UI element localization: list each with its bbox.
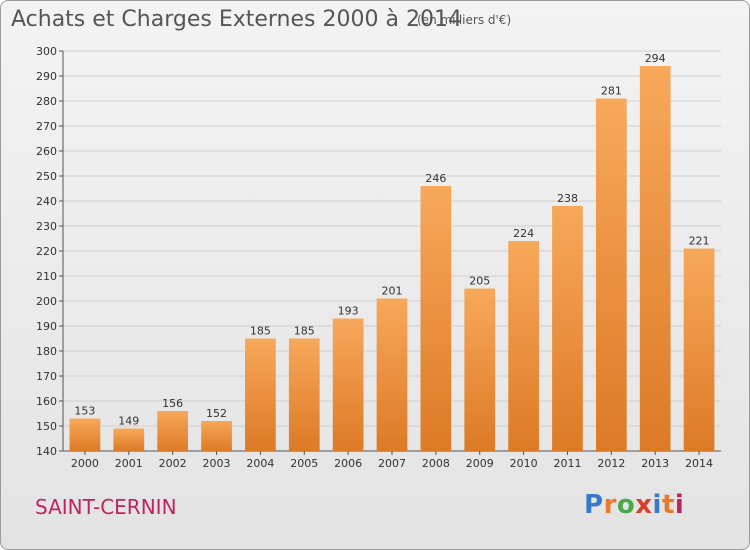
bar-2004 xyxy=(245,338,276,451)
bar-2013 xyxy=(639,66,671,451)
value-label: 238 xyxy=(557,192,578,205)
x-tick-label: 2009 xyxy=(466,457,494,470)
y-tick-label: 240 xyxy=(36,195,57,208)
bar-2011 xyxy=(552,206,583,451)
y-tick-label: 290 xyxy=(36,70,57,83)
x-tick-label: 2005 xyxy=(290,457,318,470)
bar-2014 xyxy=(683,248,715,451)
value-label: 156 xyxy=(162,397,183,410)
y-axis-ticks: 140 150 160 170 180 190 200 210 220 230 240 250 260 2… xyxy=(36,45,63,458)
bar-2012 xyxy=(595,98,627,451)
bar-2009 xyxy=(464,288,496,451)
y-tick-label: 230 xyxy=(36,220,57,233)
x-tick-label: 2011 xyxy=(553,457,581,470)
bar-2006 xyxy=(332,318,364,451)
x-tick-label: 2014 xyxy=(685,457,713,470)
logo-letter: t xyxy=(661,490,675,520)
x-tick-label: 2003 xyxy=(203,457,231,470)
x-tick-label: 2013 xyxy=(641,457,669,470)
value-label: 152 xyxy=(206,407,227,420)
y-tick-label: 300 xyxy=(36,45,57,58)
y-tick-label: 190 xyxy=(36,320,57,333)
proxiti-logo: Proxiti xyxy=(584,490,684,520)
bar-2008 xyxy=(420,186,452,451)
x-axis-ticks: 2000 2001 2002 2003 2004 2005 2006 2007 2008 2009… xyxy=(71,451,713,470)
value-label: 185 xyxy=(250,325,271,338)
y-tick-label: 200 xyxy=(36,295,57,308)
value-label: 246 xyxy=(425,172,446,185)
logo-letter: x xyxy=(635,490,653,520)
value-label: 185 xyxy=(294,325,315,338)
y-tick-label: 180 xyxy=(36,345,57,358)
y-tick-label: 150 xyxy=(36,420,57,433)
y-tick-label: 160 xyxy=(36,395,57,408)
bar-2010 xyxy=(508,241,539,451)
x-tick-label: 2000 xyxy=(71,457,99,470)
chart-subtitle: (en milliers d'€) xyxy=(417,13,512,27)
chart-title: Achats et Charges Externes 2000 à 2014 xyxy=(11,7,462,32)
logo-letter: i xyxy=(674,490,685,520)
y-tick-label: 260 xyxy=(36,145,57,158)
logo-letter: o xyxy=(616,490,636,520)
bar-2000 xyxy=(69,418,101,451)
logo-letter: r xyxy=(603,490,617,520)
value-label: 149 xyxy=(118,415,139,428)
value-labels: 153 149 156 152 185 185 193 201 246 205 224 238 281 2… xyxy=(74,52,709,428)
x-tick-label: 2012 xyxy=(597,457,625,470)
commune-name: SAINT-CERNIN xyxy=(35,495,177,519)
logo-letter: P xyxy=(584,490,604,520)
y-tick-label: 250 xyxy=(36,170,57,183)
x-tick-label: 2007 xyxy=(378,457,406,470)
bar-2001 xyxy=(113,428,145,451)
x-tick-label: 2002 xyxy=(159,457,187,470)
y-tick-label: 210 xyxy=(36,270,57,283)
bar-2007 xyxy=(376,298,408,451)
value-label: 224 xyxy=(513,227,534,240)
y-tick-label: 270 xyxy=(36,120,57,133)
y-tick-label: 170 xyxy=(36,370,57,383)
bar-2003 xyxy=(201,421,232,451)
value-label: 205 xyxy=(469,275,490,288)
value-label: 221 xyxy=(689,235,710,248)
value-label: 201 xyxy=(382,285,403,298)
x-tick-label: 2004 xyxy=(246,457,274,470)
logo-letter: i xyxy=(652,490,662,520)
y-tick-label: 220 xyxy=(36,245,57,258)
x-tick-label: 2008 xyxy=(422,457,450,470)
value-label: 281 xyxy=(601,85,622,98)
x-tick-label: 2001 xyxy=(115,457,143,470)
bars xyxy=(69,66,715,451)
bar-2005 xyxy=(288,338,320,451)
value-label: 153 xyxy=(74,405,95,418)
x-tick-label: 2006 xyxy=(334,457,362,470)
value-label: 193 xyxy=(338,305,359,318)
y-tick-label: 140 xyxy=(36,445,57,458)
bar-2002 xyxy=(157,411,189,451)
value-label: 294 xyxy=(645,52,666,65)
x-tick-label: 2010 xyxy=(510,457,538,470)
y-tick-label: 280 xyxy=(36,95,57,108)
